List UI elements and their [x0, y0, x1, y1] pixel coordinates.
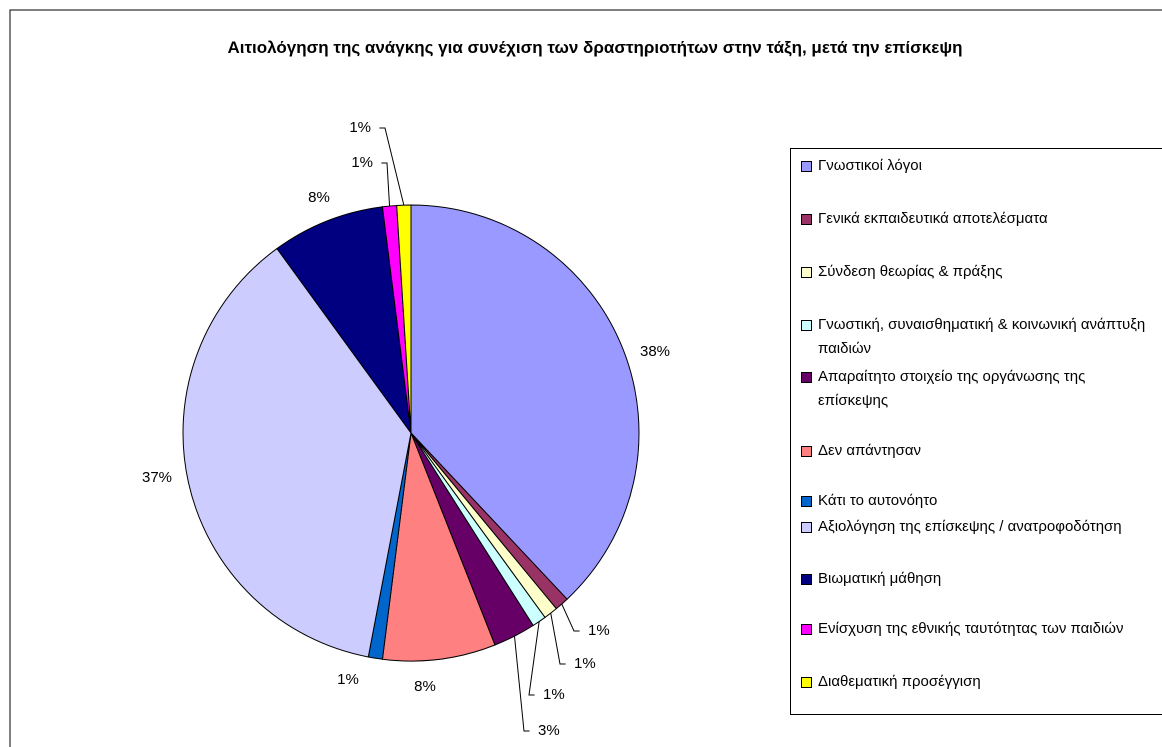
- legend-label: Διαθεματική προσέγγιση: [818, 673, 981, 690]
- legend-item: Κάτι το αυτονόητο: [801, 489, 1156, 513]
- pie-slice: [396, 204, 412, 434]
- leader-line: [379, 127, 405, 206]
- legend-item: Γενικά εκπαιδευτικά αποτελέσματα: [801, 207, 1156, 231]
- legend-item: Διαθεματική προσέγγιση: [801, 670, 1156, 694]
- legend-label: Απαραίτητο στοιχείο της οργάνωσης της επ…: [818, 368, 1086, 409]
- legend-swatch: [801, 320, 812, 331]
- pie-slice: [276, 206, 412, 434]
- legend: Γνωστικοί λόγοι Γενικά εκπαιδευτικά αποτε…: [790, 148, 1162, 715]
- data-label: 1%: [337, 671, 359, 688]
- data-label: 1%: [351, 154, 373, 171]
- legend-item: Ενίσχυση της εθνικής ταυτότητας των παιδ…: [801, 617, 1156, 641]
- leader-line: [381, 162, 391, 207]
- leader-line: [528, 621, 540, 696]
- legend-label: Σύνδεση θεωρίας & πράξης: [818, 263, 1003, 280]
- pie-slice: [381, 432, 496, 662]
- legend-label: Κάτι το αυτονόητο: [818, 492, 938, 509]
- legend-label: Βιωματική μάθηση: [818, 570, 942, 587]
- legend-label: Γνωστικοί λόγοι: [818, 157, 922, 174]
- legend-swatch: [801, 496, 812, 507]
- title-box: Αιτιολόγηση της ανάγκης για συνέχιση των…: [227, 38, 963, 57]
- data-label: 1%: [588, 622, 610, 639]
- leader-line: [561, 603, 580, 632]
- legend-swatch: [801, 214, 812, 225]
- data-label: 3%: [538, 722, 560, 739]
- legend-label: Αξιολόγηση της επίσκεψης / ανατροφοδότησ…: [818, 518, 1122, 535]
- data-label: 1%: [543, 686, 565, 703]
- legend-swatch: [801, 446, 812, 457]
- leader-line: [514, 636, 530, 732]
- data-label: 37%: [142, 469, 172, 486]
- legend-label: Γνωστική, συναισθηματική & κοινωνική ανά…: [818, 316, 1146, 357]
- legend-swatch: [801, 574, 812, 585]
- leader-line: [550, 613, 566, 665]
- data-label: 8%: [308, 189, 330, 206]
- data-label: 38%: [640, 343, 670, 360]
- legend-item: Γνωστική, συναισθηματική & κοινωνική ανά…: [801, 313, 1156, 361]
- chart-title: Αιτιολόγηση της ανάγκης για συνέχιση των…: [227, 38, 963, 57]
- legend-swatch: [801, 677, 812, 688]
- legend-swatch: [801, 161, 812, 172]
- data-label: 1%: [349, 119, 371, 136]
- legend-swatch: [801, 267, 812, 278]
- data-label: 8%: [414, 678, 436, 695]
- legend-swatch: [801, 522, 812, 533]
- legend-label: Δεν απάντησαν: [818, 442, 922, 459]
- legend-label: Ενίσχυση της εθνικής ταυτότητας των παιδ…: [818, 620, 1124, 637]
- legend-item: Αξιολόγηση της επίσκεψης / ανατροφοδότησ…: [801, 515, 1156, 539]
- pie-slice: [182, 247, 412, 658]
- legend-swatch: [801, 372, 812, 383]
- legend-item: Απαραίτητο στοιχείο της οργάνωσης της επ…: [801, 365, 1156, 413]
- legend-swatch: [801, 624, 812, 635]
- legend-item: Βιωματική μάθηση: [801, 567, 1156, 591]
- legend-item: Δεν απάντησαν: [801, 439, 1156, 463]
- legend-item: Σύνδεση θεωρίας & πράξης: [801, 260, 1156, 284]
- legend-item: Γνωστικοί λόγοι: [801, 154, 1156, 178]
- pie-slice: [410, 204, 640, 600]
- legend-label: Γενικά εκπαιδευτικά αποτελέσματα: [818, 210, 1048, 227]
- data-label: 1%: [574, 655, 596, 672]
